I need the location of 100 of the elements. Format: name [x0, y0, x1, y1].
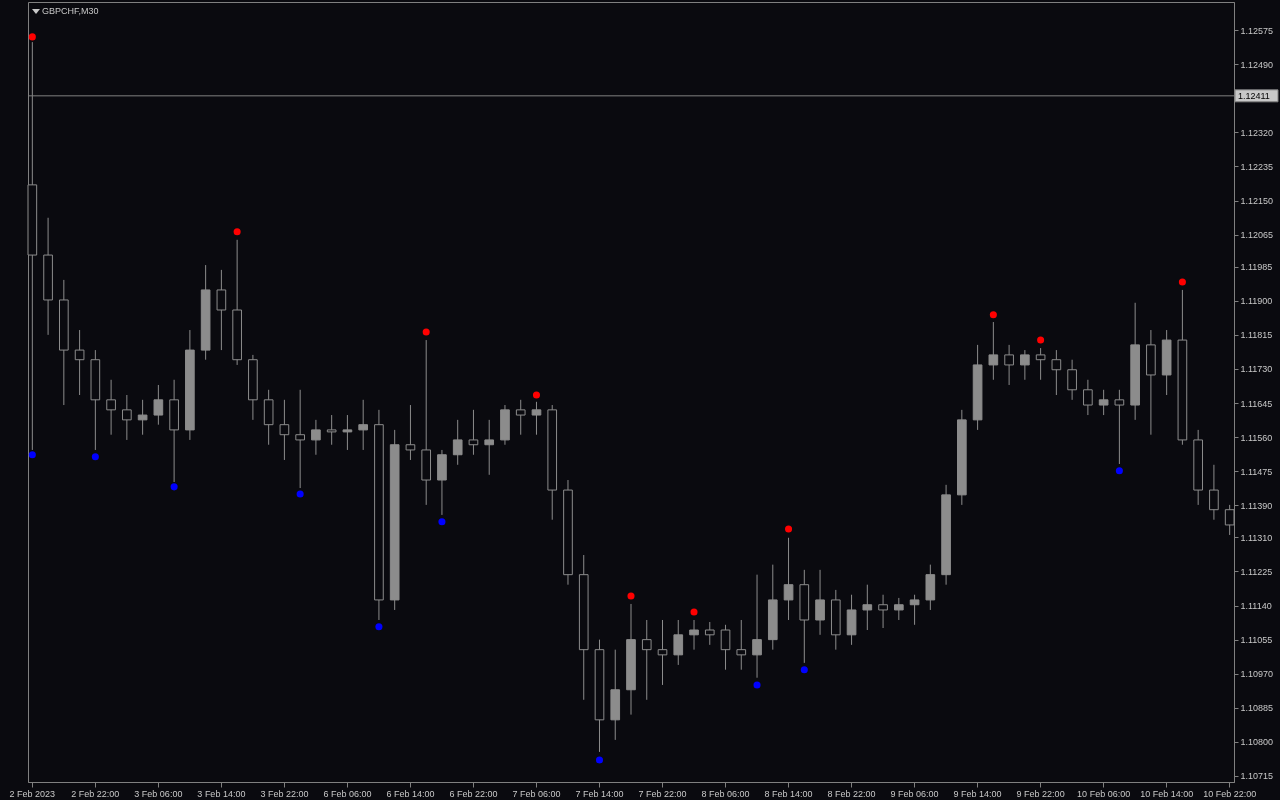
point — [296, 490, 304, 498]
point — [595, 756, 604, 764]
x-tick-label: 7 Feb 06:00 — [512, 788, 561, 799]
point — [1115, 467, 1123, 475]
x-tick-label: 6 Feb 06:00 — [323, 788, 372, 799]
x-tick-label: 10 Feb 22:00 — [1203, 788, 1257, 799]
candlestick — [279, 399, 290, 461]
point — [532, 391, 541, 399]
point — [170, 483, 178, 491]
candlestick — [74, 329, 85, 396]
candlestick — [358, 399, 369, 451]
point — [28, 451, 36, 459]
point — [785, 525, 793, 533]
y-tick-label: 1.11140 — [1240, 601, 1272, 612]
candlestick — [106, 379, 116, 436]
x-tick-label: 2 Feb 22:00 — [71, 788, 120, 799]
x-tick-label: 8 Feb 06:00 — [701, 788, 750, 799]
y-tick-label: 1.10800 — [1240, 737, 1274, 748]
candlestick — [468, 409, 479, 456]
x-tick-label: 3 Feb 14:00 — [197, 788, 246, 799]
point — [422, 328, 430, 336]
candlestick — [878, 594, 888, 629]
point — [91, 453, 99, 461]
point — [989, 311, 997, 319]
y-tick-label: 1.11390 — [1240, 500, 1273, 511]
point — [627, 592, 635, 600]
candlestick — [736, 619, 747, 671]
candlestick — [342, 414, 353, 451]
x-tick-label: 9 Feb 14:00 — [953, 788, 1002, 799]
point — [1178, 278, 1186, 286]
candlestick — [783, 537, 794, 621]
x-tick-label: 9 Feb 06:00 — [890, 788, 939, 799]
y-tick-label: 1.11310 — [1240, 532, 1273, 543]
x-tick-label: 7 Feb 22:00 — [638, 788, 687, 799]
candlestick — [515, 399, 526, 436]
x-tick-label: 7 Feb 14:00 — [575, 788, 624, 799]
point — [753, 681, 761, 689]
candlestick — [1114, 389, 1125, 465]
candlestick — [1098, 389, 1109, 416]
candlestick — [405, 404, 416, 461]
candlestick — [720, 624, 731, 671]
candlestick — [531, 401, 542, 436]
candlestick — [862, 584, 873, 631]
candlestick — [1051, 349, 1062, 396]
x-tick-label: 8 Feb 14:00 — [764, 788, 813, 799]
x-tick-label: 2 Feb 2023 — [9, 788, 56, 799]
candlestick — [641, 619, 652, 701]
point — [233, 228, 241, 236]
candlestick — [689, 619, 699, 651]
y-tick-label: 1.11900 — [1240, 296, 1273, 307]
point — [438, 518, 446, 526]
candlestick — [704, 621, 715, 646]
candlestick — [657, 619, 668, 686]
y-tick-label: 1.12320 — [1240, 127, 1274, 138]
x-tick-label: 9 Feb 22:00 — [1016, 788, 1065, 799]
x-tick-label: 8 Feb 22:00 — [827, 788, 876, 799]
y-tick-label: 1.11645 — [1240, 398, 1273, 409]
y-tick-label: 1.12490 — [1240, 59, 1274, 70]
x-tick-label: 6 Feb 14:00 — [386, 788, 435, 799]
y-tick-label: 1.12575 — [1240, 25, 1274, 36]
candlestick — [893, 597, 904, 621]
point — [690, 608, 698, 616]
candlestick — [1083, 379, 1093, 416]
y-tick-label: 1.10715 — [1240, 771, 1274, 782]
candlestick — [815, 569, 825, 636]
point — [800, 666, 808, 674]
candlestick — [752, 574, 762, 679]
candlestick — [988, 321, 999, 381]
x-tick-label: 3 Feb 22:00 — [260, 788, 309, 799]
y-tick-label: 1.11225 — [1240, 566, 1273, 577]
candlestick — [216, 269, 227, 351]
x-tick-label: 10 Feb 06:00 — [1077, 788, 1131, 799]
y-tick-label: 1.12150 — [1240, 196, 1274, 207]
y-tick-label: 1.11560 — [1240, 432, 1273, 443]
candlestick — [137, 399, 148, 436]
candlestick — [1020, 349, 1030, 381]
candlestick — [452, 419, 463, 466]
candlestick — [484, 419, 495, 476]
candlestick — [295, 389, 305, 489]
y-tick-label: 1.10885 — [1240, 703, 1274, 714]
y-tick-label: 1.11475 — [1240, 466, 1273, 477]
y-tick-label: 1.11815 — [1240, 330, 1273, 341]
point — [375, 623, 383, 631]
y-tick-label: 1.12065 — [1240, 230, 1274, 241]
y-tick-label: 1.10970 — [1240, 669, 1274, 680]
candlestick — [1035, 347, 1046, 381]
y-tick-label: 1.12235 — [1240, 161, 1274, 172]
ref-line-label: 1.12411 — [1238, 90, 1270, 101]
candlestick — [122, 394, 132, 441]
y-tick-label: 1.11730 — [1240, 364, 1273, 375]
candlestick — [1209, 464, 1219, 521]
x-tick-label: 6 Feb 22:00 — [449, 788, 498, 799]
candlestick — [311, 419, 321, 456]
candlestick — [1004, 344, 1014, 386]
point — [1037, 336, 1045, 344]
x-tick-label: 3 Feb 06:00 — [134, 788, 183, 799]
candlestick — [673, 619, 684, 666]
chart-title: GBPCHF,M30 — [42, 6, 99, 16]
y-tick-label: 1.11055 — [1240, 635, 1273, 646]
x-tick-label: 10 Feb 14:00 — [1140, 788, 1194, 799]
